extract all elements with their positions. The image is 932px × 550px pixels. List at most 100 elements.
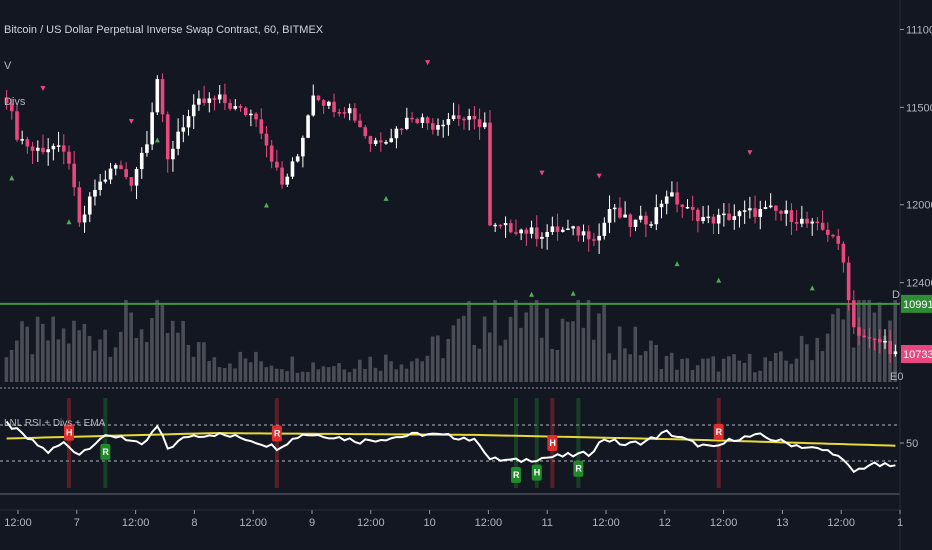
volume-bar — [306, 371, 310, 382]
price-tick-label: 12400.0 — [906, 278, 932, 290]
divs-study-label: Divs — [4, 96, 26, 108]
candle-body — [607, 209, 612, 223]
volume-bar — [461, 315, 466, 382]
candle-body — [529, 227, 534, 234]
candle-body — [618, 207, 622, 218]
volume-bar — [467, 300, 471, 382]
volume-bar — [721, 358, 726, 382]
volume-bar — [155, 300, 159, 382]
volume-bar — [139, 329, 144, 382]
candle-body — [810, 221, 815, 224]
price-tag-label: 10991.0 — [903, 299, 932, 311]
volume-bar — [706, 358, 710, 382]
candle-body — [612, 207, 617, 210]
candle-body — [779, 210, 783, 214]
candle-body — [566, 228, 570, 230]
candle-body — [254, 113, 258, 120]
volume-bar — [254, 351, 258, 382]
volume-bar — [498, 345, 502, 382]
volume-bar — [753, 372, 757, 382]
volume-bar — [846, 303, 851, 382]
volume-bar — [581, 327, 586, 382]
candle-body — [20, 139, 24, 141]
candle-body — [347, 108, 352, 114]
rsi-signal-badge — [531, 464, 542, 481]
rsi-signal-badge — [63, 424, 74, 441]
symbol-title: Bitcoin / US Dollar Perpetual Inverse Sw… — [4, 24, 324, 36]
volume-bar — [451, 325, 456, 382]
volume-bar — [607, 353, 612, 382]
volume-bar — [529, 302, 534, 382]
candle-body — [197, 98, 201, 105]
price-tag — [901, 294, 932, 313]
candle-body — [628, 214, 633, 227]
volume-bar — [389, 361, 393, 382]
candle-body — [602, 222, 607, 236]
candle-body — [56, 145, 61, 147]
volume-bar — [638, 355, 643, 382]
volume-bar — [14, 340, 19, 382]
candle-body — [872, 338, 877, 340]
candle-body — [789, 210, 794, 223]
time-tick-label: 12:00 — [592, 517, 620, 529]
bull-divergence-marker — [263, 202, 269, 208]
candle-body — [696, 209, 700, 222]
candle-body — [269, 145, 274, 162]
candle-body — [753, 208, 757, 217]
bear-divergence-marker — [40, 85, 46, 91]
price-tag-label: 10733.5 — [903, 349, 932, 361]
volume-bar — [248, 362, 253, 382]
candle-body — [41, 147, 45, 153]
candle-body — [98, 181, 102, 190]
candle-body — [883, 340, 887, 343]
candle-body — [394, 128, 399, 139]
candle-body — [800, 218, 804, 224]
volume-bar — [269, 365, 274, 382]
volume-bar — [404, 368, 409, 382]
rsi-signal-badge — [100, 443, 111, 460]
candle-body — [191, 104, 196, 117]
candle-body — [337, 112, 342, 114]
volume-bar — [264, 367, 269, 382]
volume-bar — [810, 360, 814, 382]
candle-body — [327, 101, 331, 106]
bear-divergence-marker — [128, 119, 134, 125]
rsi-signal-zone — [534, 398, 539, 488]
candle-body — [67, 151, 71, 164]
rsi-signal-badge — [713, 423, 724, 440]
candle-body — [431, 123, 435, 130]
candle-body — [488, 122, 492, 226]
volume-bar — [711, 356, 716, 382]
volume-bar — [425, 355, 430, 382]
volume-bar — [701, 358, 705, 382]
volume-bar — [654, 344, 658, 382]
volume-bar — [513, 300, 518, 382]
candle-body — [129, 177, 134, 186]
time-tick-label: 13 — [776, 517, 788, 529]
bear-divergence-marker — [596, 173, 602, 179]
volume-bar — [30, 354, 35, 382]
volume-bar — [108, 356, 113, 382]
candle-body — [841, 243, 846, 263]
ema-line — [6, 432, 896, 447]
volume-bar — [456, 318, 461, 382]
volume-bar — [758, 370, 762, 382]
candle-body — [217, 94, 222, 100]
candle-body — [87, 196, 92, 215]
volume-bar — [482, 316, 487, 382]
bull-divergence-marker — [674, 261, 680, 267]
volume-bar — [851, 347, 856, 382]
candle-body — [664, 196, 669, 204]
candle-body — [332, 101, 336, 113]
rsi-signal-zone — [576, 398, 581, 488]
candle-body — [9, 103, 14, 112]
candle-body — [784, 210, 789, 214]
volume-bar — [217, 367, 222, 382]
candle-body — [15, 111, 19, 140]
volume-bar — [399, 364, 404, 382]
volume-bar — [763, 357, 768, 382]
volume-bar — [415, 358, 419, 382]
candle-body — [290, 161, 295, 177]
volume-bar — [77, 330, 81, 382]
